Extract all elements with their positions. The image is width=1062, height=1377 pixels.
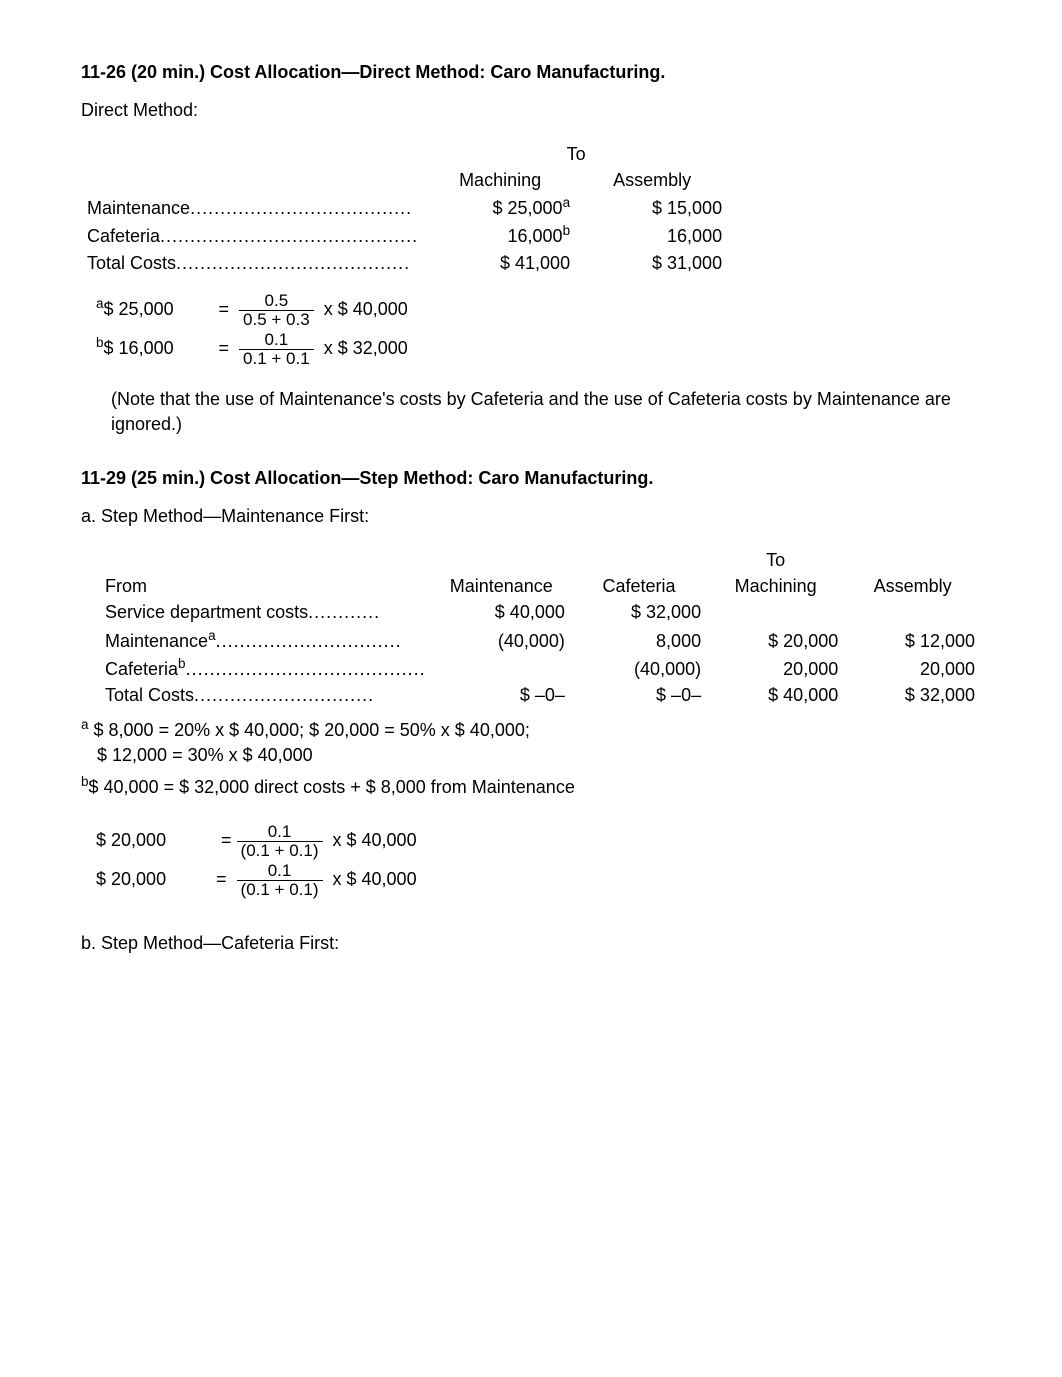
row-total: Total Costs.............................…: [81, 250, 728, 276]
sup-b: b: [563, 223, 571, 238]
part-b-label: b. Step Method—Cafeteria First:: [81, 931, 981, 955]
col-maint: Maintenance: [432, 573, 571, 599]
eq-a-den: 0.5 + 0.3: [239, 311, 314, 329]
caf-mach: 20,000: [707, 654, 844, 682]
maint-sup: a: [208, 628, 216, 643]
leaders: ...............................: [216, 631, 402, 651]
eq-a-lhs: $ 25,000: [104, 297, 214, 321]
caf-sup: b: [178, 656, 186, 671]
table-11-26: To Machining Assembly Maintenance.......…: [81, 141, 728, 276]
sup-b2: b: [81, 774, 89, 789]
maint-mach: $ 20,000: [707, 626, 844, 654]
eq2-lhs: $ 20,000: [96, 867, 206, 891]
part-a-label: a. Step Method—Maintenance First:: [81, 504, 981, 528]
leaders: .......................................: [176, 253, 410, 273]
footnote-b-text: $ 40,000 = $ 32,000 direct costs + $ 8,0…: [89, 777, 575, 797]
cafeteria-mach: 16,000: [508, 226, 563, 246]
col-caf: Cafeteria: [571, 573, 707, 599]
cafeteria-asm: 16,000: [576, 221, 728, 249]
maintenance-mach: $ 25,000: [493, 198, 563, 218]
total-mach: $ 41,000: [424, 250, 576, 276]
maint-maint: (40,000): [432, 626, 571, 654]
eq-b: b $ 16,000 = 0.1 0.1 + 0.1 x $ 32,000: [81, 331, 981, 368]
table-11-29: To From Maintenance Cafeteria Machining …: [99, 547, 981, 709]
maint-label: Maintenance: [105, 631, 208, 651]
svc-label: Service department costs: [105, 602, 308, 622]
to-header-2: To: [707, 547, 844, 573]
frac-b: 0.1 0.1 + 0.1: [239, 331, 314, 368]
total-asm: $ 31,000: [576, 250, 728, 276]
sup-a2: a: [81, 717, 89, 732]
row-cafeteria: Cafeteria...............................…: [81, 221, 728, 249]
eq-a-rhs: x $ 40,000: [324, 299, 408, 319]
eq-a-num: 0.5: [239, 292, 314, 311]
footnote-b: b$ 40,000 = $ 32,000 direct costs + $ 8,…: [81, 773, 981, 799]
eq1-num: 0.1: [237, 823, 323, 842]
tot-asm: $ 32,000: [844, 682, 981, 708]
frac-1: 0.1 (0.1 + 0.1): [237, 823, 323, 860]
col-machining: Machining: [424, 167, 576, 193]
maint-asm: $ 12,000: [844, 626, 981, 654]
svc-caf: $ 32,000: [571, 599, 707, 625]
frac-2: 0.1 (0.1 + 0.1): [237, 862, 323, 899]
cafeteria-label: Cafeteria: [87, 226, 160, 246]
eq1-lhs: $ 20,000: [96, 828, 206, 852]
leaders: ........................................: [186, 659, 426, 679]
total-label: Total Costs: [87, 253, 176, 273]
eq2-den: (0.1 + 0.1): [237, 881, 323, 899]
eq-b-lhs: $ 16,000: [104, 336, 214, 360]
caf-caf: (40,000): [571, 654, 707, 682]
to-header: To: [424, 141, 728, 167]
leaders: ........................................…: [160, 226, 418, 246]
tot-caf: $ –0–: [571, 682, 707, 708]
note-11-26: (Note that the use of Maintenance's cost…: [111, 387, 981, 436]
leaders: ..............................: [194, 685, 374, 705]
leaders: .....................................: [190, 198, 412, 218]
col-mach: Machining: [707, 573, 844, 599]
maint-caf: 8,000: [571, 626, 707, 654]
eq-b-sup: b: [96, 335, 104, 350]
caf-label: Cafeteria: [105, 659, 178, 679]
eq-2: $ 20,000 = 0.1 (0.1 + 0.1) x $ 40,000: [81, 862, 981, 899]
frac-a: 0.5 0.5 + 0.3: [239, 292, 314, 329]
svc-maint: $ 40,000: [432, 599, 571, 625]
eq1-rhs: x $ 40,000: [333, 830, 417, 850]
col-asm: Assembly: [844, 573, 981, 599]
sup-a: a: [563, 195, 571, 210]
eq-1: $ 20,000 = 0.1 (0.1 + 0.1) x $ 40,000: [81, 823, 981, 860]
heading-11-26: 11-26 (20 min.) Cost Allocation—Direct M…: [81, 60, 981, 84]
eq2-num: 0.1: [237, 862, 323, 881]
eq-b-rhs: x $ 32,000: [324, 338, 408, 358]
eq-a-sup: a: [96, 296, 104, 311]
maintenance-label: Maintenance: [87, 198, 190, 218]
row-maint: Maintenancea............................…: [99, 626, 981, 654]
eq-b-num: 0.1: [239, 331, 314, 350]
eq-b-den: 0.1 + 0.1: [239, 350, 314, 368]
eq2-rhs: x $ 40,000: [333, 869, 417, 889]
tot-maint: $ –0–: [432, 682, 571, 708]
eq-a: a$ 25,000 = 0.5 0.5 + 0.3 x $ 40,000: [81, 292, 981, 329]
footnote-a-line2: $ 12,000 = 30% x $ 40,000: [81, 743, 981, 767]
row-svc: Service department costs............ $ 4…: [99, 599, 981, 625]
from-header: From: [99, 573, 432, 599]
eq1-den: (0.1 + 0.1): [237, 842, 323, 860]
footnote-a-line1: a $ 8,000 = 20% x $ 40,000; $ 20,000 = 5…: [81, 716, 981, 742]
col-assembly: Assembly: [576, 167, 728, 193]
tot-label: Total Costs: [105, 685, 194, 705]
heading-11-29: 11-29 (25 min.) Cost Allocation—Step Met…: [81, 466, 981, 490]
row-caf: Cafeteriab..............................…: [99, 654, 981, 682]
row-maintenance: Maintenance.............................…: [81, 193, 728, 221]
caf-asm: 20,000: [844, 654, 981, 682]
direct-method-label: Direct Method:: [81, 98, 981, 122]
footnote-a1-text: $ 8,000 = 20% x $ 40,000; $ 20,000 = 50%…: [89, 720, 530, 740]
tot-mach: $ 40,000: [707, 682, 844, 708]
row-total-2: Total Costs.............................…: [99, 682, 981, 708]
maintenance-asm: $ 15,000: [576, 193, 728, 221]
leaders: ............: [308, 602, 380, 622]
